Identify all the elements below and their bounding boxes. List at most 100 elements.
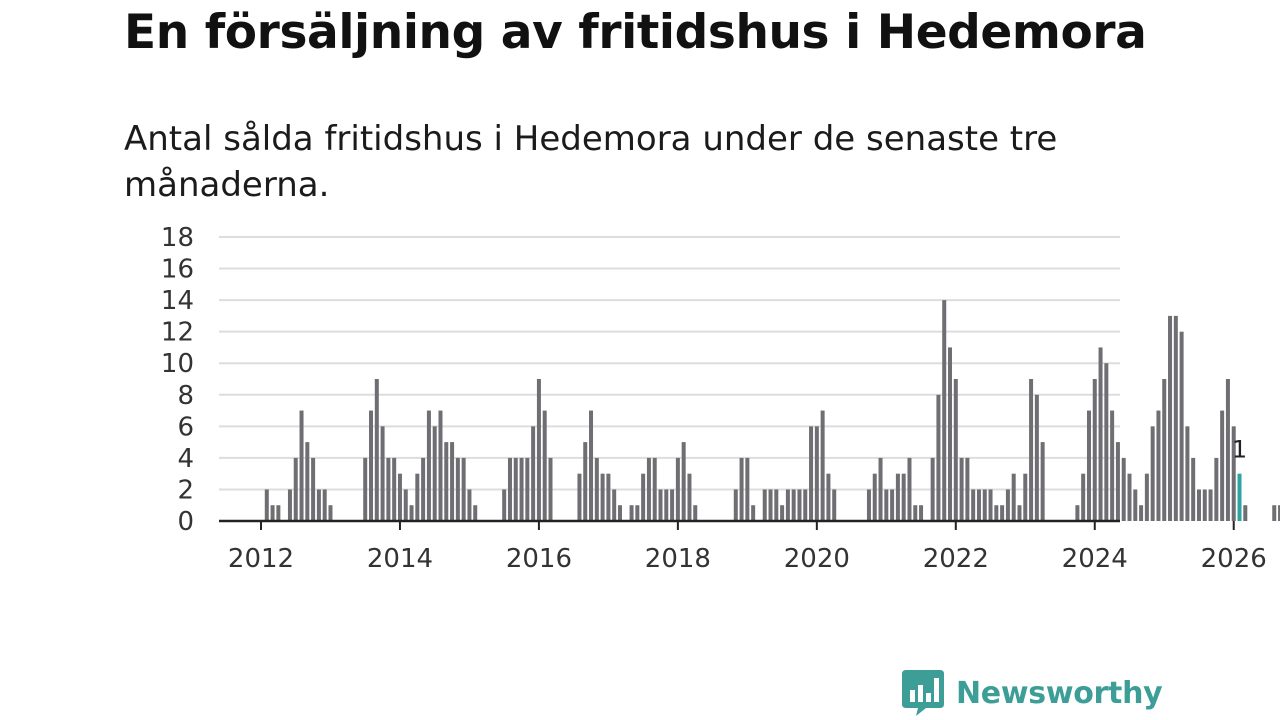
y-tick-label: 14 [161, 286, 194, 316]
bar [797, 489, 802, 521]
bar [415, 473, 420, 521]
bar [473, 505, 478, 521]
bar [965, 457, 970, 521]
bar [635, 505, 640, 521]
bar [264, 489, 269, 521]
bar [646, 457, 651, 521]
y-tick-label: 6 [177, 412, 194, 442]
bar [305, 442, 310, 521]
bar [1115, 442, 1120, 521]
bar [363, 457, 368, 521]
bar [826, 473, 831, 521]
bar [542, 410, 547, 521]
bar [1127, 473, 1132, 521]
bar [1139, 505, 1144, 521]
bar [1173, 315, 1178, 521]
bar [548, 457, 553, 521]
bar [1098, 347, 1103, 521]
bar [322, 489, 327, 521]
bar [959, 457, 964, 521]
bar [316, 489, 321, 521]
bar [525, 457, 530, 521]
bar [948, 347, 953, 521]
bar [1156, 410, 1161, 521]
newsworthy-logo[interactable]: Newsworthy [902, 670, 1163, 716]
bar [1220, 410, 1225, 521]
bar [942, 300, 947, 521]
bar [832, 489, 837, 521]
bar [600, 473, 605, 521]
bar [814, 426, 819, 521]
bar [693, 505, 698, 521]
bar [583, 442, 588, 521]
bar [895, 473, 900, 521]
bar [1243, 505, 1248, 521]
bar [976, 489, 981, 521]
bar [606, 473, 611, 521]
x-tick-label: 2022 [923, 544, 989, 574]
bar [982, 489, 987, 521]
bar [774, 489, 779, 521]
bar [594, 457, 599, 521]
bar [287, 489, 292, 521]
bar [971, 489, 976, 521]
bar [426, 410, 431, 521]
bar [374, 379, 379, 521]
bar [791, 489, 796, 521]
bar [1075, 505, 1080, 521]
bar [670, 489, 675, 521]
bar [380, 426, 385, 521]
bar [768, 489, 773, 521]
bar [820, 410, 825, 521]
y-tick-label: 16 [161, 255, 194, 285]
bar [884, 489, 889, 521]
bar [641, 473, 646, 521]
bar [866, 489, 871, 521]
bar [930, 457, 935, 521]
x-tick-label: 2014 [367, 544, 433, 574]
bar [1168, 315, 1173, 521]
bar [1104, 363, 1109, 521]
y-tick-label: 2 [177, 475, 194, 505]
x-tick-label: 2012 [228, 544, 294, 574]
bar [450, 442, 455, 521]
bar [276, 505, 281, 521]
gridlines [219, 236, 1120, 491]
bar [536, 379, 541, 521]
bar [1278, 505, 1280, 521]
bar [397, 473, 402, 521]
bar [745, 457, 750, 521]
bar [652, 457, 657, 521]
bar [762, 489, 767, 521]
bar [421, 457, 426, 521]
bar [890, 489, 895, 521]
bar [913, 505, 918, 521]
y-tick-label: 8 [177, 381, 194, 411]
bar [1208, 489, 1213, 521]
bar [907, 457, 912, 521]
bar [1179, 331, 1184, 521]
bars [264, 300, 1280, 521]
highlight-value-label: 1 [1232, 436, 1247, 464]
bar [311, 457, 316, 521]
bar [1196, 489, 1201, 521]
x-tick-label: 2016 [506, 544, 572, 574]
bar [936, 394, 941, 521]
y-tick-label: 4 [177, 444, 194, 474]
y-tick-label: 10 [161, 349, 194, 379]
bar [629, 505, 634, 521]
bar [369, 410, 374, 521]
bar [994, 505, 999, 521]
bar [1202, 489, 1207, 521]
bar [803, 489, 808, 521]
bar [1086, 410, 1091, 521]
x-tick-label: 2024 [1062, 544, 1128, 574]
bar [675, 457, 680, 521]
bar [409, 505, 414, 521]
bar [293, 457, 298, 521]
bar [1023, 473, 1028, 521]
bar [467, 489, 472, 521]
bar [519, 457, 524, 521]
bar [1121, 457, 1126, 521]
